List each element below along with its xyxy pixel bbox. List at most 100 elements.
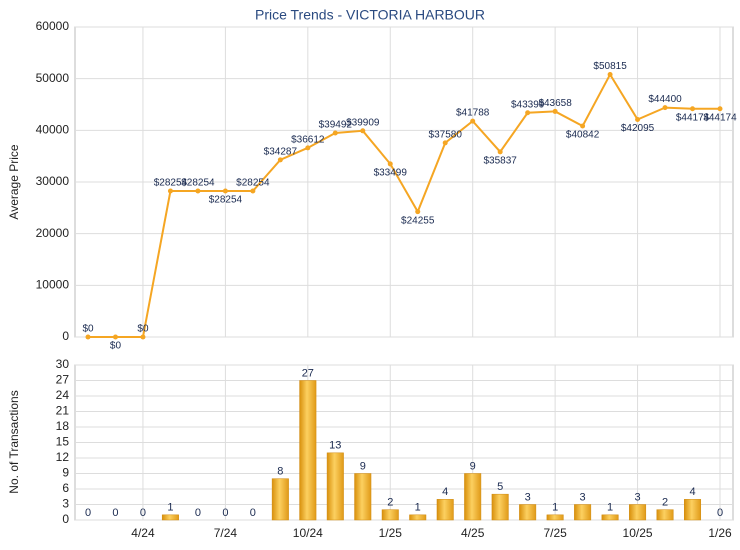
bar xyxy=(491,493,509,521)
y-tick-label: 0 xyxy=(62,512,69,526)
point xyxy=(332,130,338,136)
bar xyxy=(574,504,592,521)
point xyxy=(552,108,558,114)
data-label: $35837 xyxy=(483,155,517,166)
point xyxy=(140,334,146,340)
data-label: $28254 xyxy=(154,178,188,189)
data-label: 2 xyxy=(662,497,668,509)
data-label: 13 xyxy=(329,440,341,452)
bar xyxy=(161,514,179,521)
point xyxy=(415,209,421,215)
chart-title: Price Trends - VICTORIA HARBOUR xyxy=(255,7,485,23)
data-label: 0 xyxy=(140,507,146,519)
point xyxy=(387,161,393,167)
y-tick-label: 3 xyxy=(62,497,69,511)
bar xyxy=(436,499,454,521)
point xyxy=(277,157,283,163)
data-label: 1 xyxy=(167,502,173,514)
data-label: $0 xyxy=(137,324,149,335)
bar xyxy=(519,504,537,521)
point xyxy=(470,118,476,124)
point xyxy=(497,149,503,155)
point xyxy=(112,334,118,340)
data-label: $43658 xyxy=(538,98,572,109)
data-label: 27 xyxy=(302,367,314,379)
bar xyxy=(354,473,372,521)
y-tick-label: 21 xyxy=(56,404,70,418)
data-label: $28254 xyxy=(236,178,270,189)
bar xyxy=(684,499,702,521)
point xyxy=(250,188,256,194)
bar xyxy=(381,509,399,521)
x-tick-label: 4/25 xyxy=(461,526,485,540)
data-label: $34287 xyxy=(264,146,298,157)
x-tick-label: 1/25 xyxy=(379,526,403,540)
point xyxy=(580,123,586,129)
data-label: $39492 xyxy=(319,120,353,131)
bar xyxy=(601,514,619,521)
data-label: 0 xyxy=(85,507,91,519)
y-tick-label: 0 xyxy=(62,329,69,343)
data-label: 5 xyxy=(497,481,503,493)
point xyxy=(305,145,311,151)
data-label: 3 xyxy=(580,491,586,503)
y-tick-label: 9 xyxy=(62,466,69,480)
data-label: $44174 xyxy=(703,112,737,123)
data-label: $43399 xyxy=(511,99,545,110)
x-tick-label: 10/24 xyxy=(293,526,323,540)
bar xyxy=(629,504,647,521)
bar xyxy=(656,509,674,521)
bar xyxy=(326,452,344,521)
data-label: 0 xyxy=(222,507,228,519)
data-label: 3 xyxy=(635,491,641,503)
bar xyxy=(271,478,289,521)
x-tick-label: 7/24 xyxy=(214,526,238,540)
y-tick-label: 6 xyxy=(62,481,69,495)
data-label: 0 xyxy=(250,507,256,519)
y-tick-label: 30 xyxy=(56,357,70,371)
data-label: 9 xyxy=(360,460,366,472)
bar xyxy=(299,380,317,521)
data-label: 2 xyxy=(387,497,393,509)
y-tick-label: 18 xyxy=(56,419,70,433)
data-label: $39909 xyxy=(346,117,380,128)
data-label: 3 xyxy=(525,491,531,503)
data-label: 1 xyxy=(607,502,613,514)
data-label: $41788 xyxy=(456,108,490,119)
y-tick-label: 24 xyxy=(56,388,70,402)
data-label: 4 xyxy=(689,486,695,498)
y-tick-label: 27 xyxy=(56,373,70,387)
x-tick-label: 7/25 xyxy=(543,526,567,540)
point xyxy=(662,105,668,111)
data-label: 9 xyxy=(470,460,476,472)
bar xyxy=(464,473,482,521)
y-tick-label: 12 xyxy=(56,450,70,464)
point xyxy=(222,188,228,194)
data-label: 1 xyxy=(415,502,421,514)
y-tick-label: 20000 xyxy=(36,226,70,240)
data-label: 8 xyxy=(277,466,283,478)
x-tick-label: 10/25 xyxy=(623,526,653,540)
point xyxy=(360,128,366,134)
y-axis-label: No. of Transactions xyxy=(7,390,21,493)
point xyxy=(167,188,173,194)
data-label: 4 xyxy=(442,486,448,498)
y-axis-label: Average Price xyxy=(7,144,21,219)
x-tick-label: 1/26 xyxy=(708,526,732,540)
data-label: $37580 xyxy=(429,129,463,140)
data-label: $0 xyxy=(110,341,122,352)
data-label: $42095 xyxy=(621,123,655,134)
data-label: $44400 xyxy=(648,94,682,105)
data-label: $28254 xyxy=(181,178,215,189)
point xyxy=(195,188,201,194)
data-label: $0 xyxy=(82,324,94,335)
y-tick-label: 30000 xyxy=(36,174,70,188)
data-label: $28254 xyxy=(209,195,243,206)
data-label: $40842 xyxy=(566,130,600,141)
y-tick-label: 60000 xyxy=(36,19,70,33)
data-label: 0 xyxy=(717,507,723,519)
y-tick-label: 40000 xyxy=(36,123,70,137)
data-label: 1 xyxy=(552,502,558,514)
point xyxy=(690,106,696,112)
